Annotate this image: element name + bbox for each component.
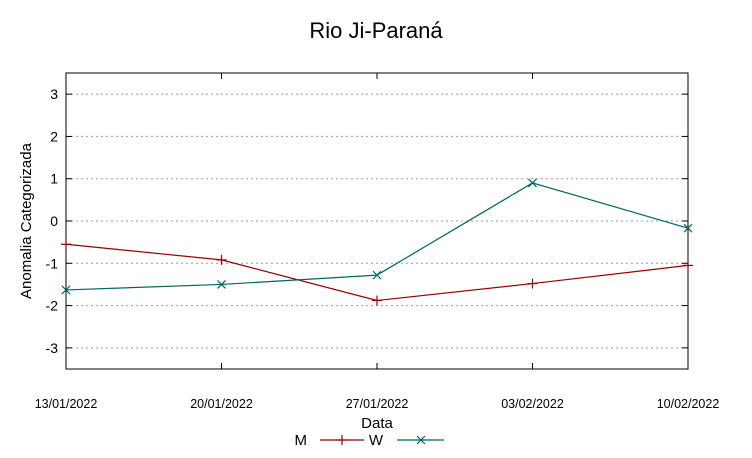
- x-marker: [372, 270, 382, 280]
- grid-lines: [66, 93, 688, 349]
- data-point-w: [372, 270, 382, 280]
- y-tick-label: 3: [50, 86, 58, 102]
- data-point-w: [61, 285, 71, 295]
- x-axis-ticks: 13/01/2022 20/01/2022 27/01/2022 03/02/2022…: [35, 73, 720, 411]
- data-point-m: [216, 254, 227, 265]
- x-tick-label: 10/02/2022: [657, 397, 720, 411]
- chart-title: Rio Ji-Paraná: [309, 18, 443, 43]
- y-tick-label: 1: [50, 171, 58, 187]
- data-point-m: [527, 278, 538, 289]
- legend-label-w: W: [369, 432, 384, 449]
- data-point-w: [528, 178, 537, 188]
- series-line-m: [65, 243, 689, 302]
- x-marker: [683, 223, 693, 233]
- x-tick-label: 20/01/2022: [190, 397, 253, 411]
- legend-marker-m: [337, 435, 347, 445]
- series-line-w: [65, 182, 689, 291]
- legend-label-m: M: [295, 432, 308, 449]
- legend-marker-w: [416, 435, 426, 445]
- x-tick-label: 27/01/2022: [346, 397, 409, 411]
- x-marker: [416, 435, 426, 445]
- x-marker: [217, 280, 226, 289]
- data-point-m: [683, 260, 693, 271]
- x-tick-label: 13/01/2022: [35, 397, 98, 411]
- x-marker: [528, 178, 537, 188]
- plot-area-border: [65, 72, 689, 370]
- y-axis-ticks: -3 -2 -1 0 1 2 3: [46, 86, 688, 356]
- x-marker: [61, 285, 71, 295]
- x-axis-label: Data: [361, 415, 393, 432]
- y-tick-label: -1: [46, 255, 59, 271]
- data-point-w: [217, 280, 226, 289]
- data-series: [61, 178, 693, 306]
- data-point-m: [61, 239, 71, 250]
- y-tick-label: -2: [46, 298, 59, 314]
- x-tick-label: 03/02/2022: [501, 397, 564, 411]
- y-tick-label: 2: [50, 128, 58, 144]
- data-point-m: [372, 295, 382, 306]
- data-point-w: [683, 223, 693, 233]
- y-tick-label: 0: [50, 213, 58, 229]
- y-axis-label: Anomalia Categorizada: [18, 142, 35, 299]
- y-tick-label: -3: [46, 340, 59, 356]
